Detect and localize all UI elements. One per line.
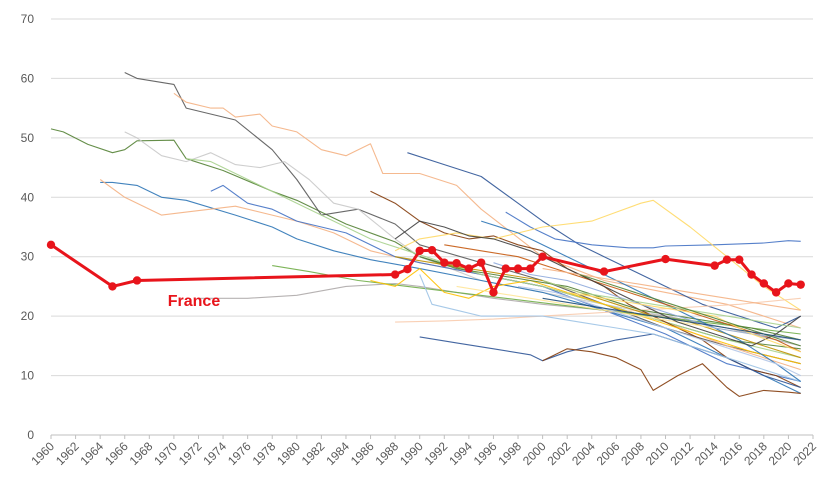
france-point <box>464 264 474 273</box>
france-line <box>50 243 801 294</box>
france-point <box>710 261 719 270</box>
y-axis-tick-labels: 0 10 20 30 40 50 60 70 <box>21 12 35 442</box>
series-line-18 <box>370 268 801 365</box>
x-tick-label: 1964 <box>78 439 107 468</box>
france-point <box>476 258 486 267</box>
x-tick-label: 1962 <box>53 439 82 468</box>
x-tick-label: 1978 <box>250 439 279 468</box>
x-tick-label: 2004 <box>569 439 598 468</box>
series-line-21 <box>481 220 802 382</box>
gridlines <box>50 18 814 439</box>
series-line-10 <box>505 211 801 249</box>
france-point <box>599 267 609 276</box>
france-point <box>403 264 412 274</box>
france-point <box>796 280 805 289</box>
france-point <box>513 264 523 273</box>
france-point <box>489 288 498 297</box>
france-point <box>771 288 781 297</box>
y-tick-label: 10 <box>21 369 35 383</box>
series-line-27 <box>517 285 801 377</box>
france-point <box>735 255 744 264</box>
x-tick-label: 1960 <box>28 439 57 468</box>
x-tick-label: 1998 <box>495 439 524 468</box>
series-line-7 <box>186 158 801 359</box>
x-tick-label: 1996 <box>471 439 500 468</box>
series-line-31 <box>542 297 801 341</box>
x-tick-label: 1968 <box>127 439 156 468</box>
x-tick-label: 1972 <box>176 439 205 468</box>
x-tick-label: 2012 <box>667 439 696 468</box>
france-annotation: France <box>168 293 221 310</box>
france-point <box>415 246 424 255</box>
series-line-2 <box>173 92 801 329</box>
y-tick-label: 60 <box>21 71 35 85</box>
series-line-28 <box>542 268 801 311</box>
y-tick-label: 30 <box>21 250 35 264</box>
country-series <box>50 72 802 397</box>
x-tick-label: 2014 <box>692 439 721 468</box>
x-tick-label: 2016 <box>717 439 746 468</box>
x-tick-label: 1990 <box>397 439 426 468</box>
y-tick-label: 50 <box>21 131 35 145</box>
series-line-19 <box>395 256 801 359</box>
series-line-26 <box>542 279 801 329</box>
series-line-17 <box>419 274 801 383</box>
france-point <box>440 258 449 267</box>
x-tick-label: 1992 <box>422 439 451 468</box>
france-point <box>501 264 510 273</box>
x-tick-label: 1976 <box>225 439 254 468</box>
france-point <box>427 245 437 255</box>
france-point <box>526 264 535 273</box>
france-point <box>390 270 400 279</box>
x-tick-label: 2010 <box>643 439 672 468</box>
y-tick-label: 70 <box>21 12 35 26</box>
x-tick-label: 1966 <box>102 439 131 468</box>
series-line-15 <box>542 348 801 397</box>
series-line-24 <box>394 220 802 347</box>
y-tick-label: 40 <box>21 190 35 204</box>
x-tick-label: 1986 <box>348 439 377 468</box>
france-point <box>108 282 117 291</box>
x-axis-tick-labels: 1960196219641966196819701972197419761978… <box>28 439 819 468</box>
france-point <box>747 270 756 279</box>
x-tick-label: 1974 <box>200 439 229 468</box>
france-series <box>46 240 805 297</box>
x-tick-label: 1984 <box>323 439 352 468</box>
series-line-9 <box>407 152 801 329</box>
x-tick-label: 2020 <box>766 439 795 468</box>
series-line-4 <box>100 181 801 394</box>
france-point <box>722 255 732 264</box>
series-line-3 <box>124 131 801 341</box>
x-tick-label: 2006 <box>594 439 623 468</box>
france-point <box>661 254 670 264</box>
x-tick-label: 2000 <box>520 439 549 468</box>
france-point <box>538 252 547 261</box>
x-tick-label: 1970 <box>151 439 180 468</box>
x-tick-label: 2018 <box>741 439 770 468</box>
x-tick-label: 2022 <box>790 439 819 468</box>
series-line-6 <box>210 184 801 383</box>
x-tick-label: 2008 <box>618 439 647 468</box>
france-point <box>784 279 793 288</box>
series-line-29 <box>567 291 801 353</box>
france-point <box>132 276 142 285</box>
x-tick-label: 1994 <box>446 439 475 468</box>
series-line-16 <box>272 265 801 335</box>
france-point <box>452 259 461 268</box>
x-tick-label: 1982 <box>299 439 328 468</box>
x-tick-label: 1980 <box>274 439 303 468</box>
x-tick-label: 2002 <box>545 439 574 468</box>
france-point <box>46 240 56 250</box>
series-line-13 <box>395 297 801 323</box>
x-tick-label: 1988 <box>372 439 401 468</box>
y-tick-label: 20 <box>21 309 35 323</box>
france-point <box>759 279 769 288</box>
y-tick-label: 0 <box>27 428 34 442</box>
